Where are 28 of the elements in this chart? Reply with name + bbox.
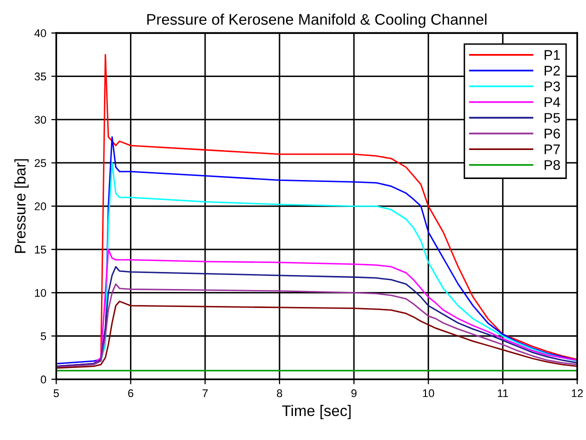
legend-label: P2 — [544, 66, 560, 76]
x-tick-label: 5 — [54, 389, 59, 398]
legend-label: P5 — [544, 113, 560, 123]
x-tick-label: 10 — [423, 389, 434, 398]
x-axis-title: Time [sec] — [282, 404, 351, 420]
legend-label: P3 — [544, 81, 560, 92]
chart-title: Pressure of Kerosene Manifold & Cooling Channel — [147, 14, 486, 28]
y-tick-label: 5 — [40, 332, 46, 340]
y-tick-label: 0 — [40, 376, 46, 384]
y-tick-label: 15 — [35, 246, 46, 254]
y-tick-label: 20 — [34, 202, 46, 210]
y-tick-label: 35 — [34, 72, 46, 80]
x-tick-label: 11 — [498, 389, 508, 398]
x-tick-label: 9 — [351, 389, 357, 398]
y-tick-label: 40 — [34, 29, 46, 38]
legend-label: P8 — [544, 160, 560, 170]
x-tick-label: 8 — [276, 389, 282, 398]
legend-label: P7 — [544, 144, 560, 154]
y-tick-label: 10 — [35, 288, 46, 297]
y-tick-label: 30 — [34, 116, 46, 124]
legend-label: P6 — [544, 128, 560, 138]
x-tick-label: 12 — [572, 389, 583, 398]
x-tick-label: 6 — [128, 389, 134, 398]
legend-label: P1 — [544, 50, 560, 60]
y-tick-label: 25 — [34, 159, 46, 167]
x-tick-label: 7 — [202, 389, 208, 398]
y-axis-title: Pressure [bar] — [14, 159, 29, 253]
legend-label: P4 — [544, 97, 560, 107]
